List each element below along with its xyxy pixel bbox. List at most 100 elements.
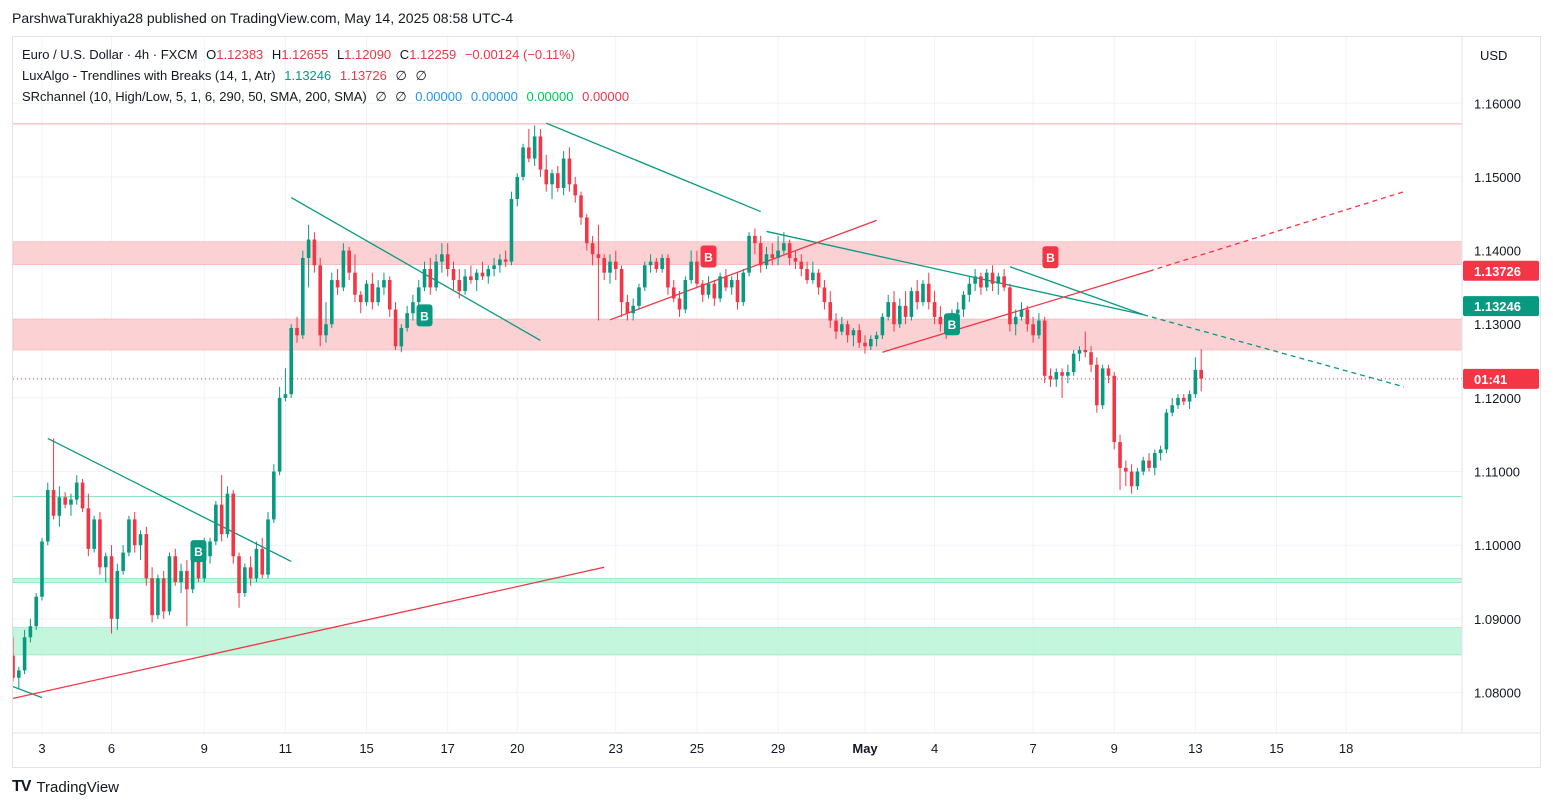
candle-down [573, 184, 578, 196]
y-tick-label: 1.09000 [1474, 612, 1521, 627]
tradingview-brand: TradingView [36, 778, 119, 796]
low-value: 1.12090 [344, 47, 392, 62]
candle-down [1089, 352, 1093, 365]
candle-down [538, 136, 543, 170]
y-tick-label: 1.12000 [1474, 391, 1521, 406]
candle-up [1193, 369, 1198, 395]
chart-frame [12, 36, 1541, 768]
tradingview-logo-icon: TV [12, 778, 31, 795]
close-value: 1.12259 [409, 47, 457, 62]
candle-up [741, 272, 746, 303]
x-tick-label: 7 [1029, 741, 1036, 756]
candle-up [1013, 316, 1018, 325]
candle-down [556, 173, 560, 188]
candle-down [196, 552, 201, 579]
candle-down [318, 265, 322, 336]
candle-up [509, 199, 514, 262]
candle-down [845, 324, 850, 336]
candle-up [747, 235, 751, 273]
candle-down [1147, 460, 1151, 468]
price-axis-badge-label: 1.13726 [1474, 264, 1521, 279]
candle-down [724, 276, 728, 288]
candle-up [225, 493, 230, 535]
open-value: 1.12383 [216, 47, 264, 62]
candle-up [718, 276, 722, 299]
x-tick-label: 13 [1188, 741, 1202, 756]
candle-up [28, 626, 33, 638]
x-tick-label: 4 [931, 741, 938, 756]
indicator-1-empty-1: ∅ [395, 68, 407, 83]
candle-up [440, 254, 444, 262]
candle-down [185, 570, 189, 590]
candle-up [1066, 372, 1070, 376]
candle-up [103, 556, 108, 568]
currency-label[interactable]: USD [1480, 48, 1507, 63]
x-tick-label: 25 [690, 741, 704, 756]
low-label: L [336, 47, 345, 62]
candle-down [457, 280, 462, 292]
candle-up [1170, 405, 1174, 413]
high-label: H [271, 47, 282, 62]
resistance-zone [13, 241, 1462, 265]
candle-down [1112, 375, 1117, 443]
price-axis-badge [1463, 296, 1539, 317]
candle-up [69, 499, 73, 505]
y-tick-label: 1.08000 [1474, 685, 1521, 700]
candle-up [306, 239, 311, 258]
candle-up [45, 489, 50, 542]
tradingview-footer[interactable]: TV TradingView [12, 778, 119, 796]
x-tick-label: 20 [510, 741, 524, 756]
indicator-1-name[interactable]: LuxAlgo - Trendlines with Breaks (14, 1,… [22, 68, 276, 83]
x-tick-label: 11 [279, 741, 293, 756]
indicator-2-empty-1: ∅ [375, 89, 387, 104]
legend-indicator-2: SRchannel (10, High/Low, 5, 1, 6, 290, 5… [22, 86, 634, 107]
candle-down [863, 342, 867, 347]
chart-legend: Euro / U.S. Dollar · 4h · FXCM O1.12383 … [22, 44, 634, 107]
candle-down [799, 261, 804, 269]
trendline [13, 685, 43, 699]
candle-up [399, 327, 404, 347]
candle-down [619, 269, 624, 303]
candle-up [486, 269, 491, 277]
candle-down [347, 250, 351, 273]
markers: B B B B B [190, 245, 1059, 563]
candle-up [416, 287, 421, 303]
candle-up [364, 283, 369, 303]
candle-down [1002, 276, 1006, 288]
candle-down [602, 257, 606, 273]
candle-up [1141, 460, 1146, 472]
support-zone [13, 578, 1462, 584]
candle-up [179, 570, 183, 583]
candle-up [324, 324, 328, 336]
candle-down [1118, 442, 1122, 468]
x-tick-label: 18 [1339, 741, 1353, 756]
candle-down [445, 254, 450, 269]
candle-down [834, 320, 838, 332]
candle-up [266, 519, 270, 575]
legend-ohlc: Euro / U.S. Dollar · 4h · FXCM O1.12383 … [22, 44, 634, 65]
candle-down [567, 158, 572, 185]
signal-marker-label: B [420, 309, 429, 323]
indicator-2-name[interactable]: SRchannel (10, High/Low, 5, 1, 6, 290, 5… [22, 89, 367, 104]
candle-up [648, 261, 653, 266]
signal-marker-badge [190, 540, 207, 563]
signal-marker-label: B [194, 545, 203, 559]
candle-up [243, 567, 247, 594]
x-tick-label: 9 [1111, 741, 1118, 756]
candle-up [996, 276, 1001, 284]
candle-up [167, 556, 172, 612]
candle-down [527, 147, 531, 159]
candle-down [1083, 350, 1088, 353]
candle-up [955, 309, 960, 314]
candle-down [428, 269, 433, 288]
candle-down [590, 243, 595, 255]
candle-down [753, 235, 757, 244]
price-axis-badge [1463, 368, 1539, 389]
publisher-line: ParshwaTurakhiya28 published on TradingV… [12, 10, 514, 26]
candle-down [828, 302, 833, 321]
candle-down [1031, 324, 1035, 336]
symbol-name[interactable]: Euro / U.S. Dollar · 4h · FXCM [22, 47, 198, 62]
trendline [47, 437, 292, 562]
candle-up [840, 324, 844, 332]
